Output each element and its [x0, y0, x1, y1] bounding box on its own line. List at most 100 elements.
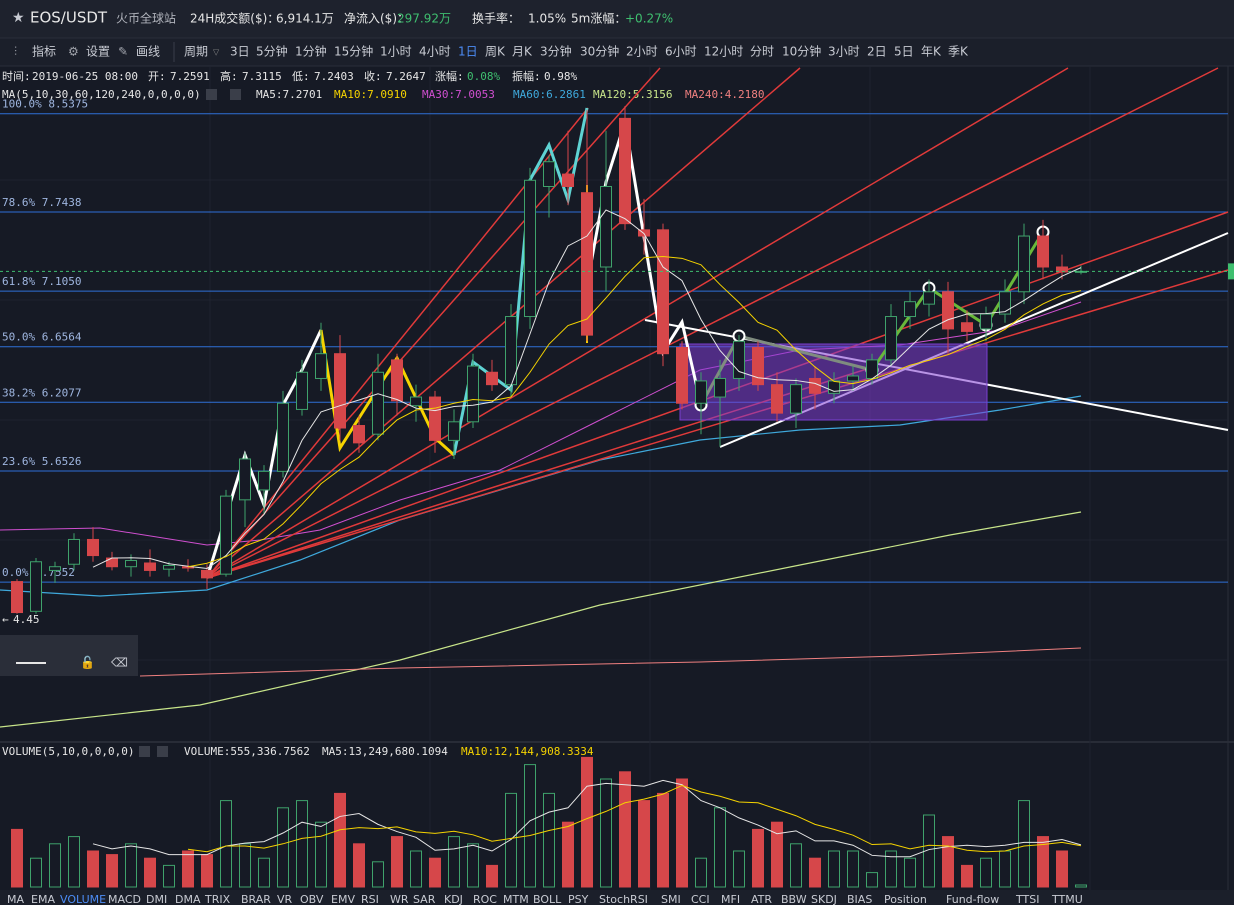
close-icon[interactable] — [157, 746, 168, 757]
indicator-tab[interactable]: ATR — [751, 893, 772, 905]
period-button[interactable]: 10分钟 — [782, 44, 821, 59]
volume-bar — [182, 850, 194, 888]
indicator-tab[interactable]: TRIX — [204, 893, 231, 905]
volume-bar — [486, 864, 498, 888]
indicator-tab[interactable]: SMI — [661, 893, 681, 905]
period-button[interactable]: 3分钟 — [540, 44, 572, 59]
indicator-tab[interactable]: DMI — [146, 893, 167, 905]
volume-bar — [600, 778, 612, 888]
period-button[interactable]: 周K — [485, 45, 506, 59]
volume-bar — [106, 854, 118, 888]
indicator-tab[interactable]: EMA — [31, 893, 55, 905]
period-button[interactable]: 15分钟 — [334, 44, 373, 59]
period-button[interactable]: 2小时 — [626, 45, 658, 59]
tool-icon: ✎ — [118, 45, 128, 59]
indicator-tab[interactable]: MTM — [503, 893, 529, 905]
indicator-tab[interactable]: KDJ — [444, 893, 463, 905]
period-button[interactable]: 5分钟 — [256, 44, 288, 59]
exchange: 火币全球站 — [116, 11, 176, 26]
indicator-tab[interactable]: BIAS — [847, 893, 872, 905]
volume-bar — [638, 800, 650, 888]
indicator-tab[interactable]: VOLUME — [60, 893, 106, 905]
fib-label: 38.2% 6.2077 — [2, 386, 81, 399]
fib-label: 23.6% 5.6526 — [2, 455, 81, 468]
indicator-tab[interactable]: TTSI — [1015, 893, 1039, 905]
volume-bar — [410, 850, 422, 888]
volume-bar — [448, 836, 460, 888]
indicator-tab[interactable]: Fund-flow — [946, 893, 999, 905]
volume-bar — [961, 864, 973, 888]
period-button[interactable]: 3小时 — [828, 45, 860, 59]
indicator-tab[interactable]: BRAR — [241, 893, 271, 905]
stat-label: 5m涨幅： — [571, 11, 626, 26]
indicator-tab[interactable]: MFI — [721, 893, 740, 905]
period-button[interactable]: 3日 — [230, 45, 250, 59]
low-marker: 4.45 — [13, 613, 40, 626]
candle-body — [68, 538, 80, 565]
settings-icon[interactable] — [139, 746, 150, 757]
indicator-tab[interactable]: Position — [884, 893, 927, 905]
indicator-tab[interactable]: RSI — [361, 893, 379, 905]
indicator-tab[interactable]: MA — [7, 893, 24, 905]
indicator-tab[interactable]: DMA — [175, 893, 201, 905]
period-button[interactable]: 12小时 — [704, 45, 743, 59]
candle-body — [733, 340, 745, 379]
period-button[interactable]: 6小时 — [665, 45, 697, 59]
period-button[interactable]: 4小时 — [419, 45, 451, 59]
ma-title: MA(5,10,30,60,120,240,0,0,0,0) — [2, 88, 201, 101]
candle-body — [258, 470, 270, 491]
volume-bar — [353, 843, 365, 888]
indicator-tab[interactable]: BOLL — [533, 893, 562, 905]
ma-value: MA5:7.2701 — [256, 88, 322, 101]
candle-body — [961, 322, 973, 332]
tool-button[interactable]: 指标 — [32, 44, 56, 59]
indicator-tab[interactable]: StochRSI — [599, 893, 648, 905]
volume-bar — [239, 843, 251, 888]
period-button[interactable]: 年K — [921, 45, 942, 59]
tool-button[interactable]: 设置 — [86, 45, 110, 59]
period-button[interactable]: 5日 — [894, 45, 914, 59]
ma10-line — [187, 255, 1082, 568]
period-button[interactable]: 月K — [512, 45, 533, 59]
indicator-tab[interactable]: PSY — [568, 893, 589, 905]
candle-body — [524, 179, 536, 318]
eraser-icon[interactable]: ⌫ — [110, 656, 128, 670]
indicator-tab[interactable]: VR — [277, 893, 293, 905]
volume-bar — [220, 800, 232, 888]
indicator-tab[interactable]: SAR — [413, 893, 436, 905]
volume-bar — [125, 843, 137, 888]
volume-ma10-line — [187, 784, 1082, 853]
volume-bar — [771, 821, 783, 888]
stat-label: 24H成交额($)： — [190, 11, 279, 26]
settings-icon[interactable] — [206, 89, 217, 100]
period-button[interactable]: 分时 — [750, 45, 774, 59]
tool-button[interactable]: 画线 — [136, 45, 160, 59]
indicator-tab[interactable]: OBV — [300, 893, 324, 905]
period-button[interactable]: 周期 — [184, 45, 208, 59]
indicator-tab[interactable]: MACD — [108, 893, 141, 905]
ma-value: MA240:4.2180 — [685, 88, 764, 101]
info-label: 开: — [148, 70, 166, 83]
period-button[interactable]: 1小时 — [380, 45, 412, 59]
period-button[interactable]: 1分钟 — [295, 44, 327, 59]
volume-bar — [1056, 850, 1068, 888]
indicator-tab[interactable]: BBW — [781, 893, 807, 905]
period-button[interactable]: 30分钟 — [580, 44, 619, 59]
lock-icon[interactable]: 🔓 — [80, 656, 95, 670]
indicator-tab[interactable]: WR — [390, 893, 409, 905]
period-button[interactable]: 1日 — [458, 45, 478, 59]
indicator-tab[interactable]: ROC — [473, 893, 497, 905]
period-button[interactable]: 季K — [948, 45, 969, 59]
candle-body — [239, 458, 251, 501]
indicator-tab[interactable]: EMV — [331, 893, 355, 905]
period-button[interactable]: 2日 — [867, 45, 887, 59]
close-icon[interactable] — [230, 89, 241, 100]
indicator-tab[interactable]: CCI — [691, 893, 710, 905]
candle-body — [619, 117, 631, 225]
indicator-tab[interactable]: TTMU — [1051, 893, 1083, 905]
star-icon[interactable]: ★ — [12, 10, 25, 26]
indicator-tab[interactable]: SKDJ — [811, 893, 837, 905]
fib-label: 61.8% 7.1050 — [2, 275, 81, 288]
volume-bar — [1037, 836, 1049, 888]
